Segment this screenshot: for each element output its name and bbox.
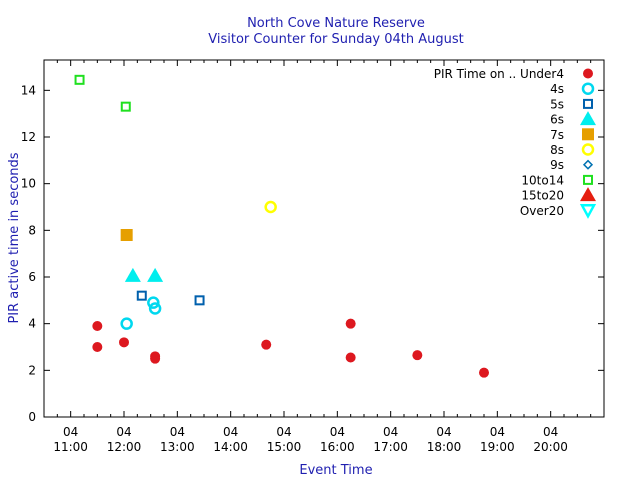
data-point-6s — [147, 267, 164, 282]
x-tick-label-time: 11:00 — [53, 440, 88, 454]
data-point-under4 — [119, 337, 129, 348]
y-tick-label: 6 — [28, 270, 36, 284]
legend-marker — [583, 68, 593, 79]
y-tick-label: 0 — [28, 410, 36, 424]
chart-subtitle: Visitor Counter for Sunday 04th August — [208, 32, 464, 47]
y-tick-label: 10 — [21, 177, 36, 191]
x-tick-label-day: 04 — [170, 425, 185, 439]
x-tick-label-day: 04 — [543, 425, 558, 439]
x-tick-label-time: 16:00 — [320, 440, 355, 454]
x-tick-label-time: 18:00 — [427, 440, 462, 454]
legend-marker — [582, 159, 594, 170]
legend-label: 8s — [550, 143, 564, 157]
legend-marker — [582, 128, 594, 141]
y-axis-label: PIR active time in seconds — [7, 152, 22, 323]
y-tick-label: 2 — [28, 363, 36, 377]
data-point-under4 — [92, 342, 103, 352]
x-tick-label-day: 04 — [490, 425, 505, 439]
legend-marker — [581, 143, 595, 156]
data-point-under4 — [345, 318, 356, 329]
y-tick-label: 4 — [28, 317, 36, 331]
x-tick-label-day: 04 — [116, 425, 131, 439]
data-point-under4 — [92, 321, 103, 331]
x-tick-label-time: 15:00 — [267, 440, 302, 454]
data-point-8s — [264, 200, 277, 214]
legend-label: Over20 — [520, 204, 564, 218]
legend-label: 15to20 — [521, 189, 564, 203]
x-tick-label-day: 04 — [276, 425, 291, 439]
x-tick-label-time: 20:00 — [533, 440, 568, 454]
legend-marker — [579, 204, 597, 219]
data-point-under4 — [412, 350, 423, 361]
data-point-under4 — [261, 339, 272, 350]
chart-title: North Cove Nature Reserve — [247, 16, 425, 31]
legend-label: 9s — [550, 158, 564, 172]
x-tick-label-day: 04 — [330, 425, 345, 439]
x-tick-label-day: 04 — [223, 425, 238, 439]
data-point-4s — [120, 317, 133, 330]
data-point-10to14 — [74, 74, 85, 85]
tick-group: 024681012140411:000412:000413:000414:000… — [21, 60, 605, 454]
data-point-under4 — [150, 353, 161, 364]
legend-marker — [580, 187, 596, 202]
legend-marker — [583, 98, 593, 109]
data-point-7s — [120, 229, 133, 241]
x-tick-label-day: 04 — [436, 425, 451, 439]
x-tick-label-time: 13:00 — [160, 440, 195, 454]
x-tick-label-day: 04 — [383, 425, 398, 439]
y-tick-label: 8 — [28, 223, 36, 237]
x-tick-label-time: 17:00 — [373, 440, 408, 454]
legend-label: 5s — [550, 97, 564, 111]
data-point-6s — [124, 267, 141, 282]
legend-label: 10to14 — [521, 173, 564, 187]
data-point-under4 — [345, 352, 356, 363]
data-points — [74, 74, 489, 378]
data-point-5s — [136, 290, 147, 301]
legend-marker — [580, 111, 596, 126]
x-tick-label-time: 14:00 — [213, 440, 248, 454]
legend-label: 7s — [550, 128, 564, 142]
legend-label: PIR Time on .. Under4 — [434, 67, 564, 81]
x-axis-label: Event Time — [299, 463, 372, 478]
legend-label: 6s — [550, 113, 564, 127]
legend-marker — [583, 174, 593, 185]
data-point-5s — [194, 295, 205, 306]
y-tick-label: 12 — [21, 130, 36, 144]
x-tick-label-time: 12:00 — [107, 440, 142, 454]
data-point-under4 — [479, 367, 489, 378]
data-point-4s — [147, 296, 160, 309]
data-point-10to14 — [120, 101, 131, 112]
y-tick-label: 14 — [21, 83, 36, 97]
x-tick-label-time: 19:00 — [480, 440, 515, 454]
legend-label: 4s — [550, 82, 564, 96]
legend-marker — [581, 82, 595, 95]
x-tick-label-day: 04 — [63, 425, 78, 439]
data-point-4s — [148, 302, 162, 315]
